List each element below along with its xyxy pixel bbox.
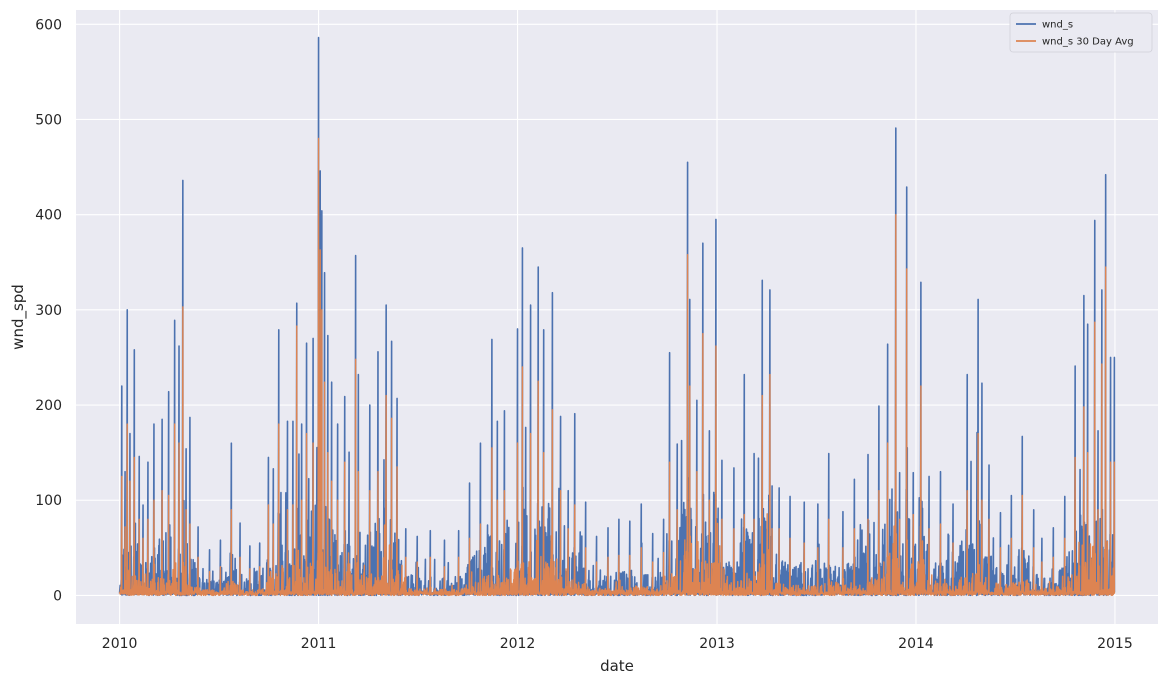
tick-labels: 0 100 200 300 400 500 600 2010 2011 2012 2013 2014 2…: [35, 17, 1132, 652]
y-axis-title: wnd_spd: [9, 284, 28, 350]
y-tick-label: 0: [53, 588, 62, 604]
y-tick-label: 400: [35, 208, 62, 224]
legend-box: [1009, 12, 1153, 53]
legend-label: wnd_s 30 Day Avg: [1042, 37, 1134, 48]
y-tick-label: 200: [35, 398, 62, 414]
x-tick-label: 2014: [898, 636, 934, 652]
plot-background: [76, 10, 1158, 624]
series-line: [118, 137, 1116, 597]
legend-label: wnd_s: [1042, 20, 1073, 31]
y-tick-label: 600: [35, 17, 62, 33]
y-tick-label: 100: [35, 493, 62, 509]
legend: wnd_s wnd_s 30 Day Avg: [1009, 12, 1153, 53]
x-axis-title: date: [600, 657, 634, 675]
y-tick-label: 500: [35, 112, 62, 128]
x-tick-label: 2011: [301, 636, 337, 652]
x-tick-label: 2015: [1097, 636, 1133, 652]
x-tick-label: 2010: [102, 636, 138, 652]
series-layer: [118, 36, 1116, 597]
y-tick-label: 300: [35, 303, 62, 319]
x-tick-label: 2013: [699, 636, 735, 652]
x-tick-label: 2012: [500, 636, 536, 652]
